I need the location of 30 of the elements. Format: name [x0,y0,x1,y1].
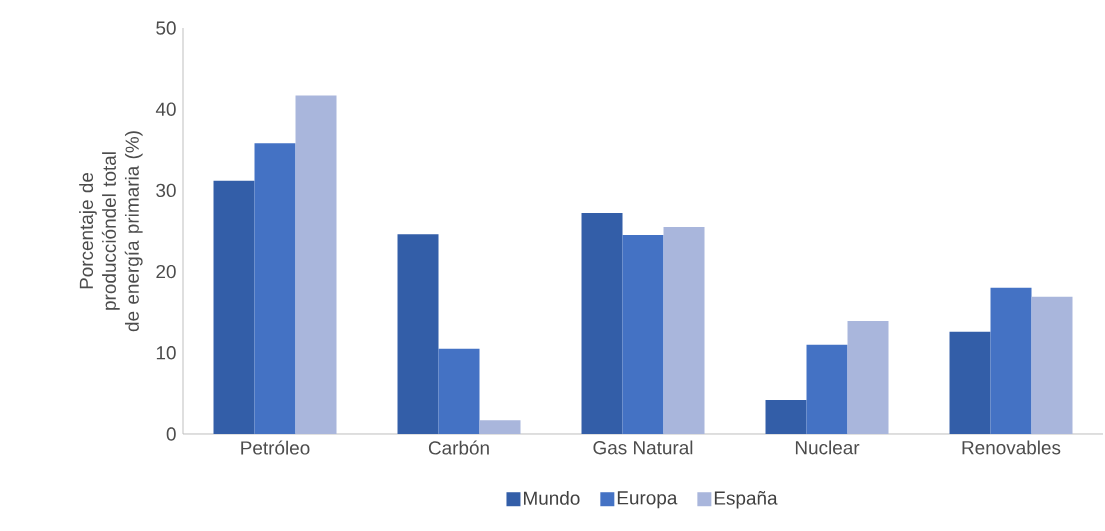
bar [847,321,889,434]
bar [1031,296,1073,434]
x-tick-label: Renovables [962,440,1061,455]
bar [949,331,991,434]
y-tick-label: 10 [156,346,176,360]
x-tick-label: Carbón [428,440,489,455]
bar [295,95,337,434]
y-tick-label: 50 [156,21,176,35]
bar [254,143,296,434]
bar [663,226,705,434]
legend-label: Mundo [524,490,580,505]
legend-label: España [714,491,778,509]
bar [479,420,521,434]
y-tick-label: 30 [156,183,176,198]
x-tick-label: Petróleo [241,440,310,455]
bar [581,213,623,434]
x-tick-label: Gas Natural [593,440,693,455]
y-axis-title: Porcentaje de produccióndel total de energía primaria (%) [79,131,143,332]
y-tick-label: 0 [166,427,176,441]
legend-label: Europa [617,491,678,509]
bar [438,348,480,434]
bar [806,344,848,434]
y-tick-label: 20 [156,264,176,279]
x-tick-label: Nuclear [795,440,860,455]
bar [765,399,807,434]
bar [622,235,664,434]
bar [397,234,439,434]
bar [990,287,1032,434]
bar [213,180,255,434]
y-tick-label: 40 [155,102,176,116]
